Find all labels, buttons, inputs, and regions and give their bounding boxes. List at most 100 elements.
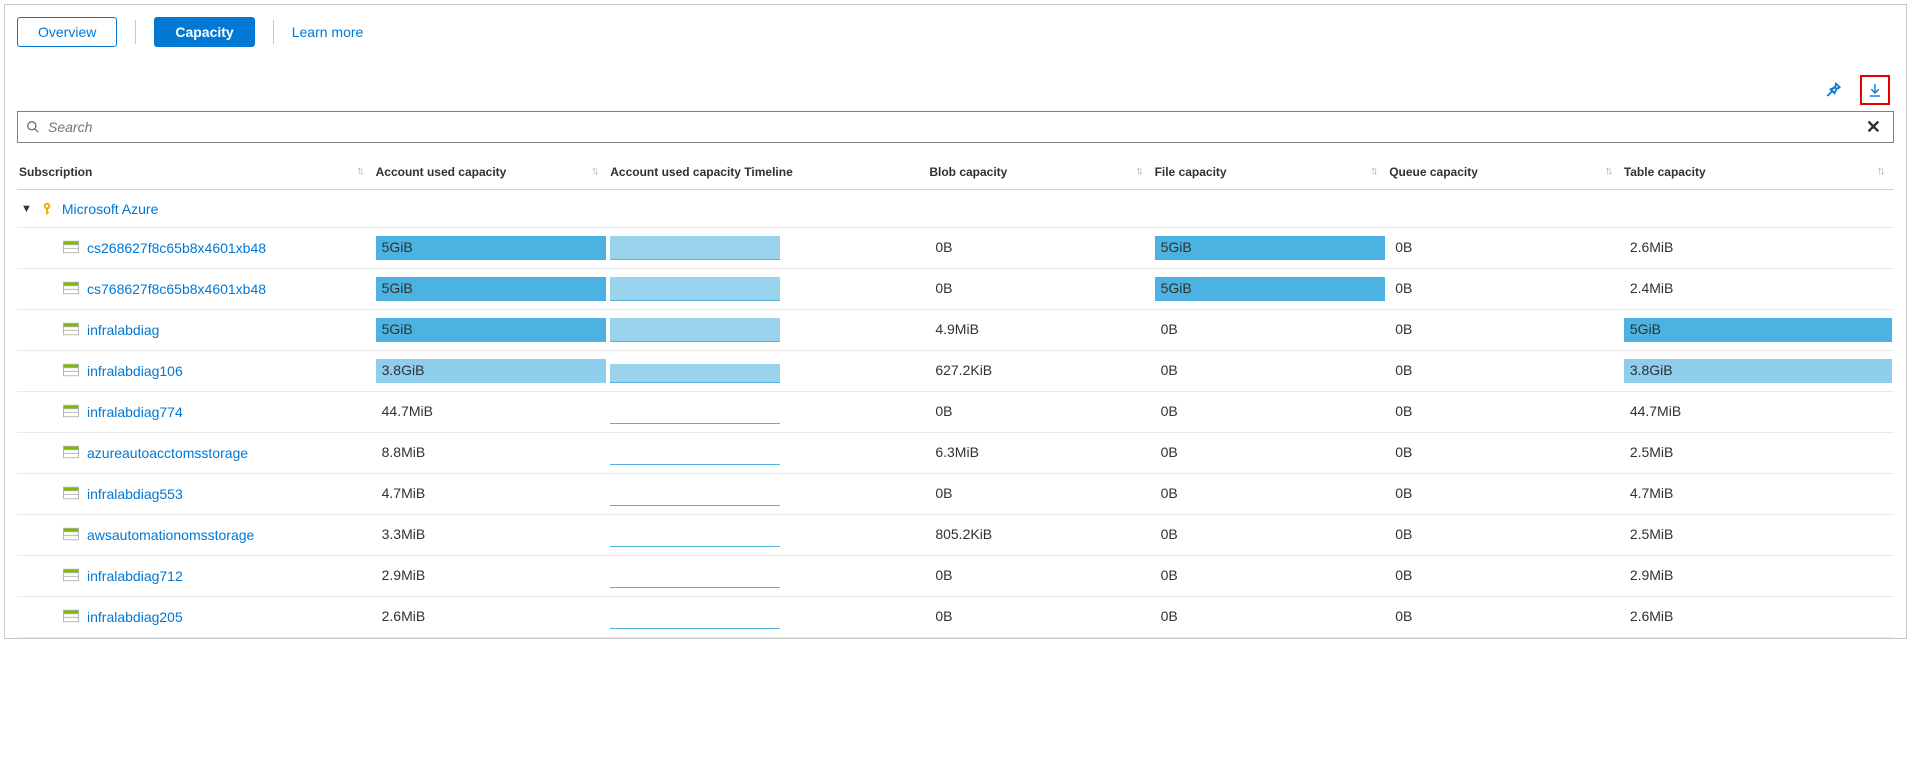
cell-file: 0B xyxy=(1153,556,1388,597)
storage-icon xyxy=(63,404,79,421)
cell-blob: 4.9MiB xyxy=(927,310,1152,351)
cell-file: 0B xyxy=(1153,515,1388,556)
account-link[interactable]: cs268627f8c65b8x4601xb48 xyxy=(87,240,266,256)
expand-icon: ▼ xyxy=(21,203,32,215)
cell-queue: 0B xyxy=(1387,556,1622,597)
cell-blob: 0B xyxy=(927,228,1152,269)
table-row[interactable]: infralabdiag774 44.7MiB 0B 0B 0B 44.7 xyxy=(17,392,1894,433)
account-link[interactable]: awsautomationomsstorage xyxy=(87,527,254,543)
cell-timeline xyxy=(608,269,927,310)
cell-table: 2.9MiB xyxy=(1622,556,1894,597)
table-row[interactable]: azureautoacctomsstorage 8.8MiB 6.3MiB 0B… xyxy=(17,433,1894,474)
cell-timeline xyxy=(608,556,927,597)
col-timeline[interactable]: Account used capacity Timeline xyxy=(608,157,927,190)
pin-button[interactable] xyxy=(1818,75,1848,105)
col-account-used[interactable]: Account used capacity↑↓ xyxy=(374,157,609,190)
search-input[interactable] xyxy=(48,119,1862,135)
separator xyxy=(135,20,136,44)
table-row[interactable]: infralabdiag205 2.6MiB 0B 0B 0B 2.6Mi xyxy=(17,597,1894,638)
cell-timeline xyxy=(608,392,927,433)
account-link[interactable]: infralabdiag205 xyxy=(87,609,183,625)
table-row[interactable]: infralabdiag 5GiB 4.9MiB 0B 0B 5GiB xyxy=(17,310,1894,351)
storage-icon xyxy=(63,445,79,462)
cell-account-name: cs768627f8c65b8x4601xb48 xyxy=(17,269,374,310)
storage-icon xyxy=(63,281,79,298)
sort-icon: ↑↓ xyxy=(1370,165,1375,177)
table-row[interactable]: cs268627f8c65b8x4601xb48 5GiB 0B 5GiB 0B xyxy=(17,228,1894,269)
col-table[interactable]: Table capacity↑↓ xyxy=(1622,157,1894,190)
search-bar[interactable]: ✕ xyxy=(17,111,1894,143)
sort-icon: ↑↓ xyxy=(1136,165,1141,177)
group-row[interactable]: ▼ Microsoft Azure xyxy=(17,190,1894,228)
cell-blob: 0B xyxy=(927,269,1152,310)
cell-account-used: 2.9MiB xyxy=(374,556,609,597)
account-link[interactable]: cs768627f8c65b8x4601xb48 xyxy=(87,281,266,297)
pin-icon xyxy=(1824,81,1842,99)
table-row[interactable]: infralabdiag712 2.9MiB 0B 0B 0B 2.9Mi xyxy=(17,556,1894,597)
cell-timeline xyxy=(608,351,927,392)
cell-table: 2.5MiB xyxy=(1622,515,1894,556)
cell-account-name: awsautomationomsstorage xyxy=(17,515,374,556)
cell-queue: 0B xyxy=(1387,310,1622,351)
cell-queue: 0B xyxy=(1387,228,1622,269)
cell-timeline xyxy=(608,228,927,269)
cell-table: 5GiB xyxy=(1622,310,1894,351)
cell-table: 4.7MiB xyxy=(1622,474,1894,515)
account-link[interactable]: infralabdiag xyxy=(87,322,159,338)
storage-icon xyxy=(63,322,79,339)
col-subscription[interactable]: Subscription↑↓ xyxy=(17,157,374,190)
cell-account-name: infralabdiag xyxy=(17,310,374,351)
account-link[interactable]: infralabdiag774 xyxy=(87,404,183,420)
cell-account-name: infralabdiag774 xyxy=(17,392,374,433)
cell-account-name: infralabdiag553 xyxy=(17,474,374,515)
table-row[interactable]: infralabdiag553 4.7MiB 0B 0B 0B 4.7Mi xyxy=(17,474,1894,515)
cell-file: 5GiB xyxy=(1153,228,1388,269)
table-row[interactable]: cs768627f8c65b8x4601xb48 5GiB 0B 5GiB 0B xyxy=(17,269,1894,310)
cell-blob: 0B xyxy=(927,392,1152,433)
account-link[interactable]: infralabdiag106 xyxy=(87,363,183,379)
cell-file: 0B xyxy=(1153,392,1388,433)
cell-queue: 0B xyxy=(1387,515,1622,556)
col-blob[interactable]: Blob capacity↑↓ xyxy=(927,157,1152,190)
cell-blob: 0B xyxy=(927,597,1152,638)
cell-queue: 0B xyxy=(1387,392,1622,433)
table-row[interactable]: awsautomationomsstorage 3.3MiB 805.2KiB … xyxy=(17,515,1894,556)
tab-capacity[interactable]: Capacity xyxy=(154,17,254,47)
cell-table: 2.6MiB xyxy=(1622,228,1894,269)
cell-account-name: infralabdiag106 xyxy=(17,351,374,392)
cell-file: 5GiB xyxy=(1153,269,1388,310)
clear-search-button[interactable]: ✕ xyxy=(1862,117,1885,138)
download-button[interactable] xyxy=(1860,75,1890,105)
cell-queue: 0B xyxy=(1387,433,1622,474)
col-queue[interactable]: Queue capacity↑↓ xyxy=(1387,157,1622,190)
sort-icon: ↑↓ xyxy=(591,165,596,177)
search-icon xyxy=(26,120,40,134)
toolbar-right xyxy=(17,75,1894,105)
capacity-panel: Overview Capacity Learn more xyxy=(4,4,1907,639)
cell-account-used: 3.8GiB xyxy=(374,351,609,392)
cell-account-name: azureautoacctomsstorage xyxy=(17,433,374,474)
cell-blob: 627.2KiB xyxy=(927,351,1152,392)
account-link[interactable]: infralabdiag553 xyxy=(87,486,183,502)
download-icon xyxy=(1866,81,1884,99)
table-row[interactable]: infralabdiag106 3.8GiB 627.2KiB 0B 0B xyxy=(17,351,1894,392)
cell-blob: 805.2KiB xyxy=(927,515,1152,556)
cell-blob: 0B xyxy=(927,474,1152,515)
sort-icon: ↑↓ xyxy=(357,165,362,177)
cell-account-used: 5GiB xyxy=(374,269,609,310)
learn-more-link[interactable]: Learn more xyxy=(292,24,364,40)
tab-overview[interactable]: Overview xyxy=(17,17,117,47)
account-link[interactable]: infralabdiag712 xyxy=(87,568,183,584)
cell-queue: 0B xyxy=(1387,351,1622,392)
sort-icon: ↑↓ xyxy=(1877,165,1882,177)
cell-queue: 0B xyxy=(1387,597,1622,638)
cell-timeline xyxy=(608,310,927,351)
cell-account-used: 44.7MiB xyxy=(374,392,609,433)
storage-icon xyxy=(63,363,79,380)
cell-timeline xyxy=(608,597,927,638)
storage-icon xyxy=(63,240,79,257)
col-file[interactable]: File capacity↑↓ xyxy=(1153,157,1388,190)
cell-timeline xyxy=(608,474,927,515)
account-link[interactable]: azureautoacctomsstorage xyxy=(87,445,248,461)
cell-table: 44.7MiB xyxy=(1622,392,1894,433)
